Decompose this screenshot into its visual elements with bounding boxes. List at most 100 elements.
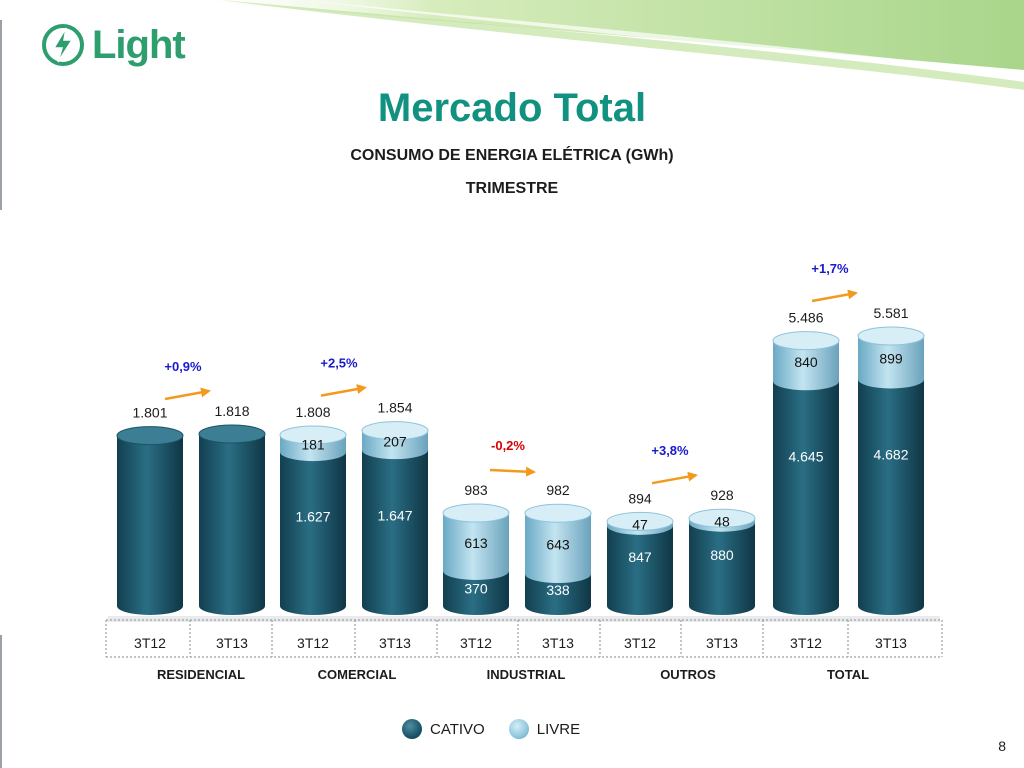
- growth-arrow: [320, 384, 367, 397]
- bar-cativo-residencial-3t12: [117, 435, 183, 615]
- legend: CATIVO LIVRE: [402, 719, 604, 739]
- bar-cativo-total-3t13-body: [858, 379, 924, 615]
- bar-total-label: 1.801: [132, 405, 167, 421]
- period-tick-label: 3T13: [379, 635, 411, 651]
- chart-subtitle: CONSUMO DE ENERGIA ELÉTRICA (GWh): [350, 147, 674, 164]
- period-tick-label: 3T13: [542, 635, 574, 651]
- bar-cativo-label: 4.682: [873, 446, 908, 462]
- livre-swatch: [508, 719, 529, 739]
- bar-livre-total-3t12-body: [773, 340, 839, 391]
- bar-top-cap: [198, 424, 266, 444]
- bar-top-cap: [606, 511, 674, 531]
- bar-top-cap: [857, 326, 925, 346]
- category-label: INDUSTRIAL: [487, 667, 566, 682]
- growth-arrow: [489, 466, 536, 477]
- category-label: OUTROS: [660, 667, 716, 682]
- bar-total-label: 982: [546, 482, 570, 498]
- bar-cativo-residencial-3t12-body: [117, 435, 183, 615]
- growth-label: +0,9%: [164, 359, 202, 374]
- floor-shadow: [108, 616, 940, 622]
- bar-livre-industrial-3t13: [525, 513, 592, 584]
- bar-top-cap: [279, 425, 347, 445]
- period-tick-label: 3T13: [875, 635, 907, 651]
- logo-text: Light: [92, 22, 186, 67]
- legend-label-livre: LIVRE: [536, 720, 581, 738]
- bar-total-label: 983: [464, 482, 488, 498]
- bar-top-cap: [116, 426, 184, 446]
- bar-livre-industrial-3t12-body: [443, 512, 509, 580]
- light-logo: Light: [40, 22, 186, 68]
- header-swoosh: [180, 0, 1024, 90]
- growth-label: +2,5%: [320, 356, 358, 371]
- period-tick-label: 3T12: [297, 635, 329, 651]
- bar-total-label: 5.486: [788, 310, 823, 326]
- bar-cativo-industrial-3t12: [443, 570, 509, 615]
- bar-cativo-label: 338: [546, 582, 570, 598]
- bar-livre-total-3t13: [858, 336, 924, 389]
- growth-arrow: [651, 471, 698, 485]
- bar-cativo-outros-3t13-body: [689, 522, 755, 615]
- growth-label: -0,2%: [491, 438, 525, 453]
- bar-cativo-residencial-3t13: [199, 434, 265, 615]
- bar-livre-label: 48: [714, 513, 730, 529]
- growth-arrow: [811, 289, 858, 303]
- chart-period: TRIMESTRE: [465, 180, 559, 197]
- bar-cativo-comercial-3t13: [362, 450, 428, 615]
- bar-top-cap: [772, 331, 840, 351]
- bar-livre-total-3t13-body: [858, 336, 924, 389]
- category-label: TOTAL: [827, 667, 869, 682]
- period-tick-label: 3T12: [460, 635, 492, 651]
- stacked-bar-chart: 1.801 3T12 1.818 3T13 +0,9% RESIDENCIAL 1.808 1…: [105, 261, 943, 682]
- bar-livre-industrial-3t12: [443, 512, 509, 580]
- period-tick-label: 3T13: [216, 635, 248, 651]
- bar-total-label: 1.808: [295, 404, 330, 420]
- bar-cativo-residencial-3t13-body: [199, 434, 265, 615]
- bar-total-label: 1.818: [214, 403, 249, 419]
- cativo-swatch: [402, 719, 422, 739]
- bar-livre-label: 181: [301, 437, 325, 453]
- bar-cativo-comercial-3t12: [280, 452, 346, 615]
- bar-cativo-outros-3t12-body: [607, 525, 673, 615]
- bar-cativo-outros-3t13: [689, 522, 755, 615]
- bar-livre-label: 47: [632, 517, 648, 533]
- bar-cativo-industrial-3t13-body: [525, 574, 591, 615]
- left-edge-line: [0, 20, 2, 210]
- category-label: COMERCIAL: [318, 667, 397, 682]
- page-title: Mercado Total: [377, 86, 647, 130]
- bar-cativo-total-3t12-body: [773, 381, 839, 615]
- bar-cativo-comercial-3t13-body: [362, 450, 428, 615]
- bar-livre-label: 613: [464, 535, 488, 551]
- period-tick-label: 3T12: [790, 635, 822, 651]
- bar-cativo-industrial-3t13: [525, 574, 591, 615]
- bar-cativo-label: 1.627: [295, 508, 330, 524]
- bar-total-label: 894: [628, 490, 652, 506]
- period-tick-label: 3T12: [624, 635, 656, 651]
- bar-top-cap: [688, 508, 756, 528]
- bar-cativo-outros-3t12: [607, 525, 673, 615]
- bar-cativo-label: 1.647: [377, 507, 412, 523]
- category-label: RESIDENCIAL: [157, 667, 245, 682]
- legend-item-cativo: CATIVO: [402, 719, 485, 739]
- bar-livre-label: 207: [383, 433, 407, 449]
- growth-label: +3,8%: [651, 443, 689, 458]
- period-tick-label: 3T13: [706, 635, 738, 651]
- lightning-icon: [42, 24, 84, 66]
- bar-cativo-label: 847: [628, 549, 652, 565]
- page-number: 8: [998, 738, 1006, 754]
- bar-top-cap: [524, 503, 592, 523]
- bar-cativo-label: 370: [464, 580, 488, 596]
- bar-total-label: 5.581: [873, 305, 908, 321]
- left-edge-line: [0, 635, 2, 768]
- bar-cativo-industrial-3t12-body: [443, 570, 509, 615]
- bar-cativo-label: 4.645: [788, 448, 823, 464]
- growth-label: +1,7%: [811, 261, 849, 276]
- bar-livre-label: 643: [546, 537, 570, 553]
- bar-top-cap: [442, 503, 510, 523]
- legend-label-cativo: CATIVO: [430, 720, 485, 738]
- bar-livre-label: 899: [879, 351, 903, 367]
- bar-total-label: 928: [710, 487, 734, 503]
- bar-cativo-comercial-3t12-body: [280, 452, 346, 615]
- period-tick-label: 3T12: [134, 635, 166, 651]
- bar-total-label: 1.854: [377, 400, 412, 416]
- bar-livre-label: 840: [794, 354, 818, 370]
